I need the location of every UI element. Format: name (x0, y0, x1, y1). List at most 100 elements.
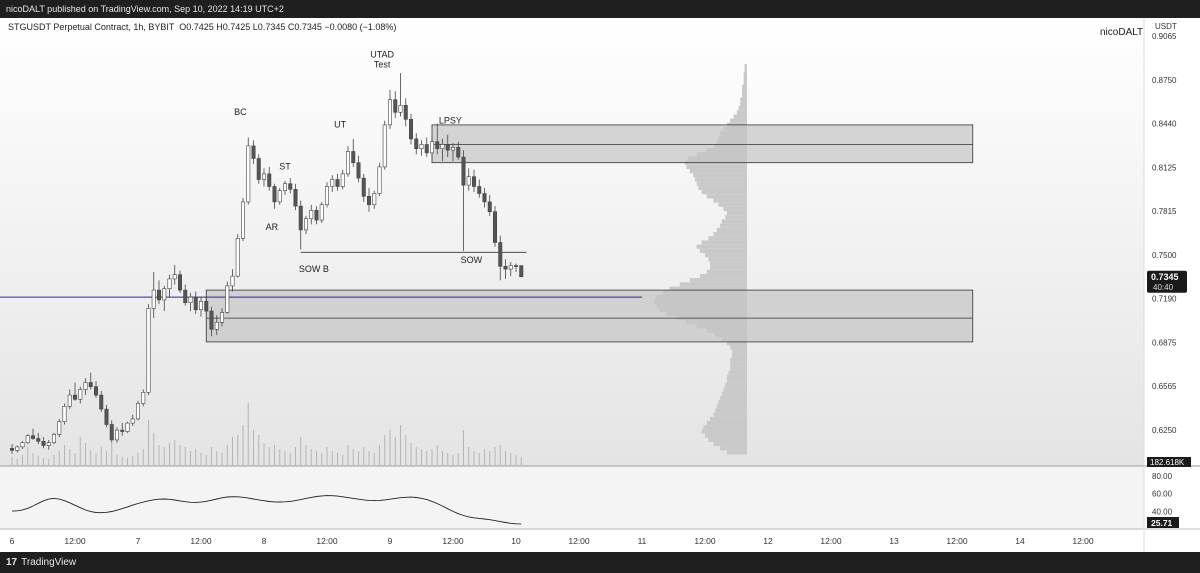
volume-bar (389, 430, 391, 465)
candle-body (25, 435, 30, 444)
volume-bar (436, 445, 438, 465)
candle-body (356, 162, 361, 179)
candle-body (435, 141, 440, 149)
candle-body (408, 119, 413, 140)
volume-bar (137, 453, 139, 465)
time-tick-label: 14 (1015, 536, 1025, 546)
candle-body (498, 242, 503, 267)
candle-body (41, 440, 46, 446)
volume-bar (468, 447, 470, 465)
volume-bar (53, 455, 55, 465)
price-tick-label: 0.7815 (1152, 207, 1177, 216)
candle-body (94, 386, 99, 396)
volume-bar (142, 449, 144, 465)
candle-body (251, 145, 256, 159)
profile-bar (689, 169, 747, 174)
volume-bar (310, 449, 312, 465)
volume-bar (295, 447, 296, 465)
time-tick-label: 11 (638, 536, 647, 546)
tradingview-brand-name: TradingView (21, 557, 77, 568)
volume-bar (415, 447, 417, 465)
rsi-line (11, 495, 522, 525)
profile-bar (741, 93, 747, 98)
profile-bar (728, 370, 747, 375)
candle-body (309, 210, 314, 220)
candle-body (172, 274, 177, 280)
volume-bar (426, 451, 428, 465)
volume-bar (489, 451, 491, 465)
price-axis[interactable]: 0.9065 0.8750 0.8440 0.8125 0.7815 0.7500 0.71… (1152, 32, 1177, 435)
volume-bar (190, 451, 191, 465)
volume-bar (69, 449, 71, 465)
price-tick-label: 0.6565 (1152, 382, 1177, 391)
profile-bar (725, 215, 747, 220)
volume-bar (289, 453, 291, 465)
price-tick-label: 0.9065 (1152, 32, 1177, 41)
candle-body (36, 438, 41, 442)
candle-body (419, 144, 424, 149)
volume-bar (216, 451, 218, 465)
candle-body (335, 179, 340, 187)
volume-bar (331, 451, 333, 465)
candle-body (88, 382, 93, 387)
volume-bar (284, 451, 286, 465)
profile-bar (701, 240, 747, 245)
volume-bar (258, 435, 260, 465)
annotation-label: LPSY (439, 116, 462, 126)
profile-bar (713, 232, 747, 237)
volume-bar (363, 447, 365, 465)
candle-body (151, 289, 156, 309)
time-tick-label: 12:00 (64, 536, 86, 546)
profile-bar (718, 202, 747, 207)
volume-bar (242, 425, 244, 465)
volume-bar (116, 455, 118, 465)
volume-bar (169, 443, 170, 465)
rsi-indicator: 80.00 60.00 40.00 (11, 472, 1173, 525)
volume-bar (300, 437, 302, 465)
main-pane-background (0, 18, 1144, 466)
candle-body (209, 310, 214, 330)
candles (10, 73, 524, 454)
candle-body (57, 421, 62, 435)
candle-body (130, 418, 135, 424)
time-tick-label: 12:00 (694, 536, 716, 546)
volume-bar (279, 449, 281, 465)
profile-bar (744, 68, 747, 73)
candle-body (67, 394, 72, 407)
volume-bar (32, 453, 34, 465)
profile-bar (740, 101, 747, 106)
volume-bar (232, 437, 233, 465)
profile-bar (696, 244, 747, 249)
annotation-label: UTAD (370, 49, 394, 59)
volume-bar (337, 453, 338, 465)
volume-bar (148, 420, 149, 465)
volume-bar (195, 449, 197, 465)
candle-body (461, 156, 466, 186)
volume-bar (368, 451, 370, 465)
profile-bar (741, 89, 747, 94)
rsi-pane-background (0, 467, 1144, 529)
price-tick-label: 0.7500 (1152, 251, 1177, 260)
time-tick-label: 10 (511, 536, 521, 546)
volume-bar (410, 443, 412, 465)
volume-bar (247, 403, 249, 465)
candle-body (487, 201, 492, 212)
volume-bar (211, 447, 212, 465)
volume-bar (499, 445, 501, 465)
profile-bar (731, 349, 747, 354)
volume-bar (221, 453, 223, 465)
volume-bar (478, 453, 480, 465)
candle-body (330, 179, 335, 187)
candle-body (319, 204, 324, 221)
time-tick-label: 12:00 (190, 536, 212, 546)
profile-bar (730, 362, 747, 367)
profile-bar (743, 72, 747, 77)
candle-body (225, 285, 230, 313)
profile-bar (726, 379, 747, 384)
time-axis[interactable]: 6 12:00 7 12:00 8 12:00 9 12:00 10 12:00 11 12:00 12… (10, 536, 1094, 546)
candle-body (445, 144, 450, 151)
volume-bar (111, 443, 113, 465)
volume-bar (121, 457, 123, 465)
